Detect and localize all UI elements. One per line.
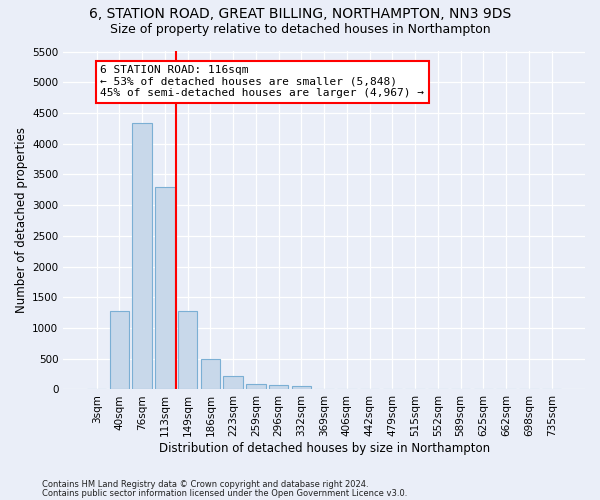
Bar xyxy=(110,312,129,390)
Bar xyxy=(201,360,220,390)
Bar xyxy=(155,186,175,390)
Y-axis label: Number of detached properties: Number of detached properties xyxy=(15,128,28,314)
X-axis label: Distribution of detached houses by size in Northampton: Distribution of detached houses by size … xyxy=(158,442,490,455)
Text: Contains public sector information licensed under the Open Government Licence v3: Contains public sector information licen… xyxy=(42,490,407,498)
Bar xyxy=(246,384,266,390)
Text: 6 STATION ROAD: 116sqm
← 53% of detached houses are smaller (5,848)
45% of semi-: 6 STATION ROAD: 116sqm ← 53% of detached… xyxy=(100,65,424,98)
Bar xyxy=(133,124,152,390)
Bar xyxy=(223,376,243,390)
Text: Size of property relative to detached houses in Northampton: Size of property relative to detached ho… xyxy=(110,22,490,36)
Bar xyxy=(269,386,289,390)
Text: 6, STATION ROAD, GREAT BILLING, NORTHAMPTON, NN3 9DS: 6, STATION ROAD, GREAT BILLING, NORTHAMP… xyxy=(89,8,511,22)
Bar xyxy=(178,311,197,390)
Text: Contains HM Land Registry data © Crown copyright and database right 2024.: Contains HM Land Registry data © Crown c… xyxy=(42,480,368,489)
Bar xyxy=(292,386,311,390)
